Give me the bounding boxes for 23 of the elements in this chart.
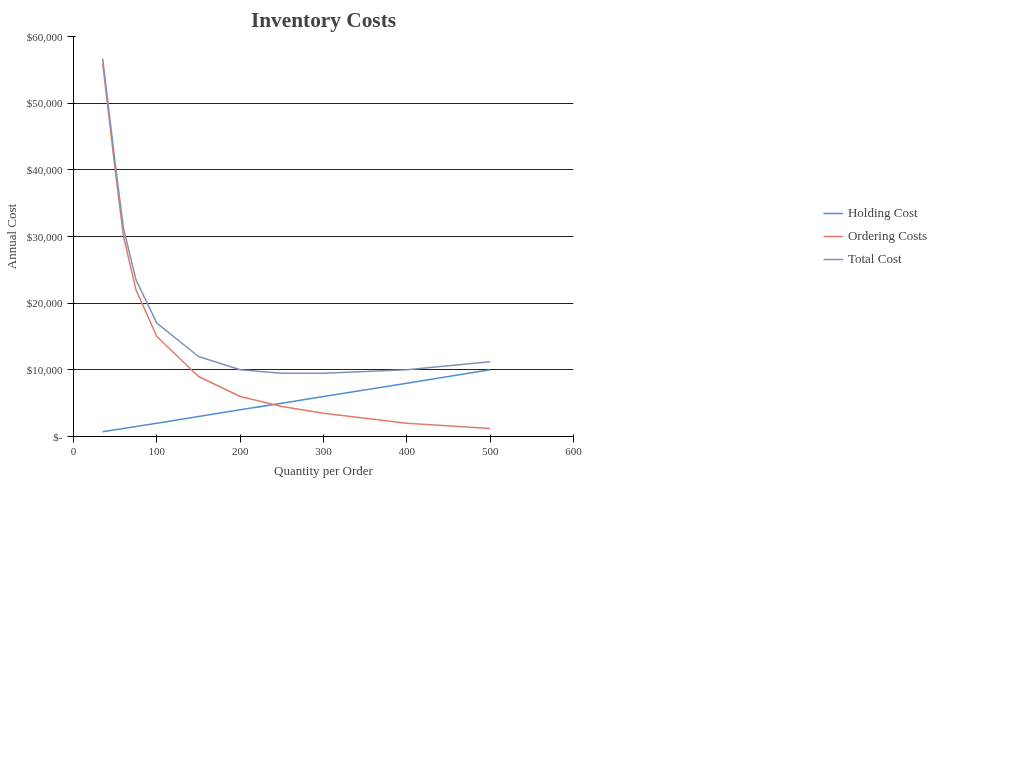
y-tick-label: $10,000: [26, 363, 63, 376]
y-tick-label: $40,000: [26, 163, 63, 176]
line-series: [101, 57, 491, 374]
line-series: [101, 369, 491, 433]
chart-title: Inventory Costs: [250, 7, 397, 32]
y-tick-label: $20,000: [26, 297, 63, 310]
x-tick-label: 600: [565, 444, 583, 457]
legend-label: Holding Cost: [847, 205, 918, 221]
x-tick-label: 500: [481, 444, 499, 457]
legend-label: Ordering Costs: [847, 228, 928, 244]
x-tick-label: 0: [70, 444, 77, 457]
y-tick-label: $30,000: [26, 230, 63, 243]
y-axis-title: Annual Cost: [3, 203, 19, 270]
x-axis-title: Quantity per Order: [274, 462, 374, 478]
x-tick-label: 400: [398, 444, 416, 457]
legend-label: Total Cost: [847, 251, 902, 267]
x-tick-label: 100: [148, 444, 166, 457]
y-tick-label: $50,000: [26, 97, 63, 110]
line-series: [101, 62, 491, 430]
x-tick-label: 200: [231, 444, 249, 457]
x-tick-label: 300: [315, 444, 333, 457]
y-tick-label: $60,000: [26, 30, 63, 43]
y-tick-label: $-: [53, 430, 63, 443]
